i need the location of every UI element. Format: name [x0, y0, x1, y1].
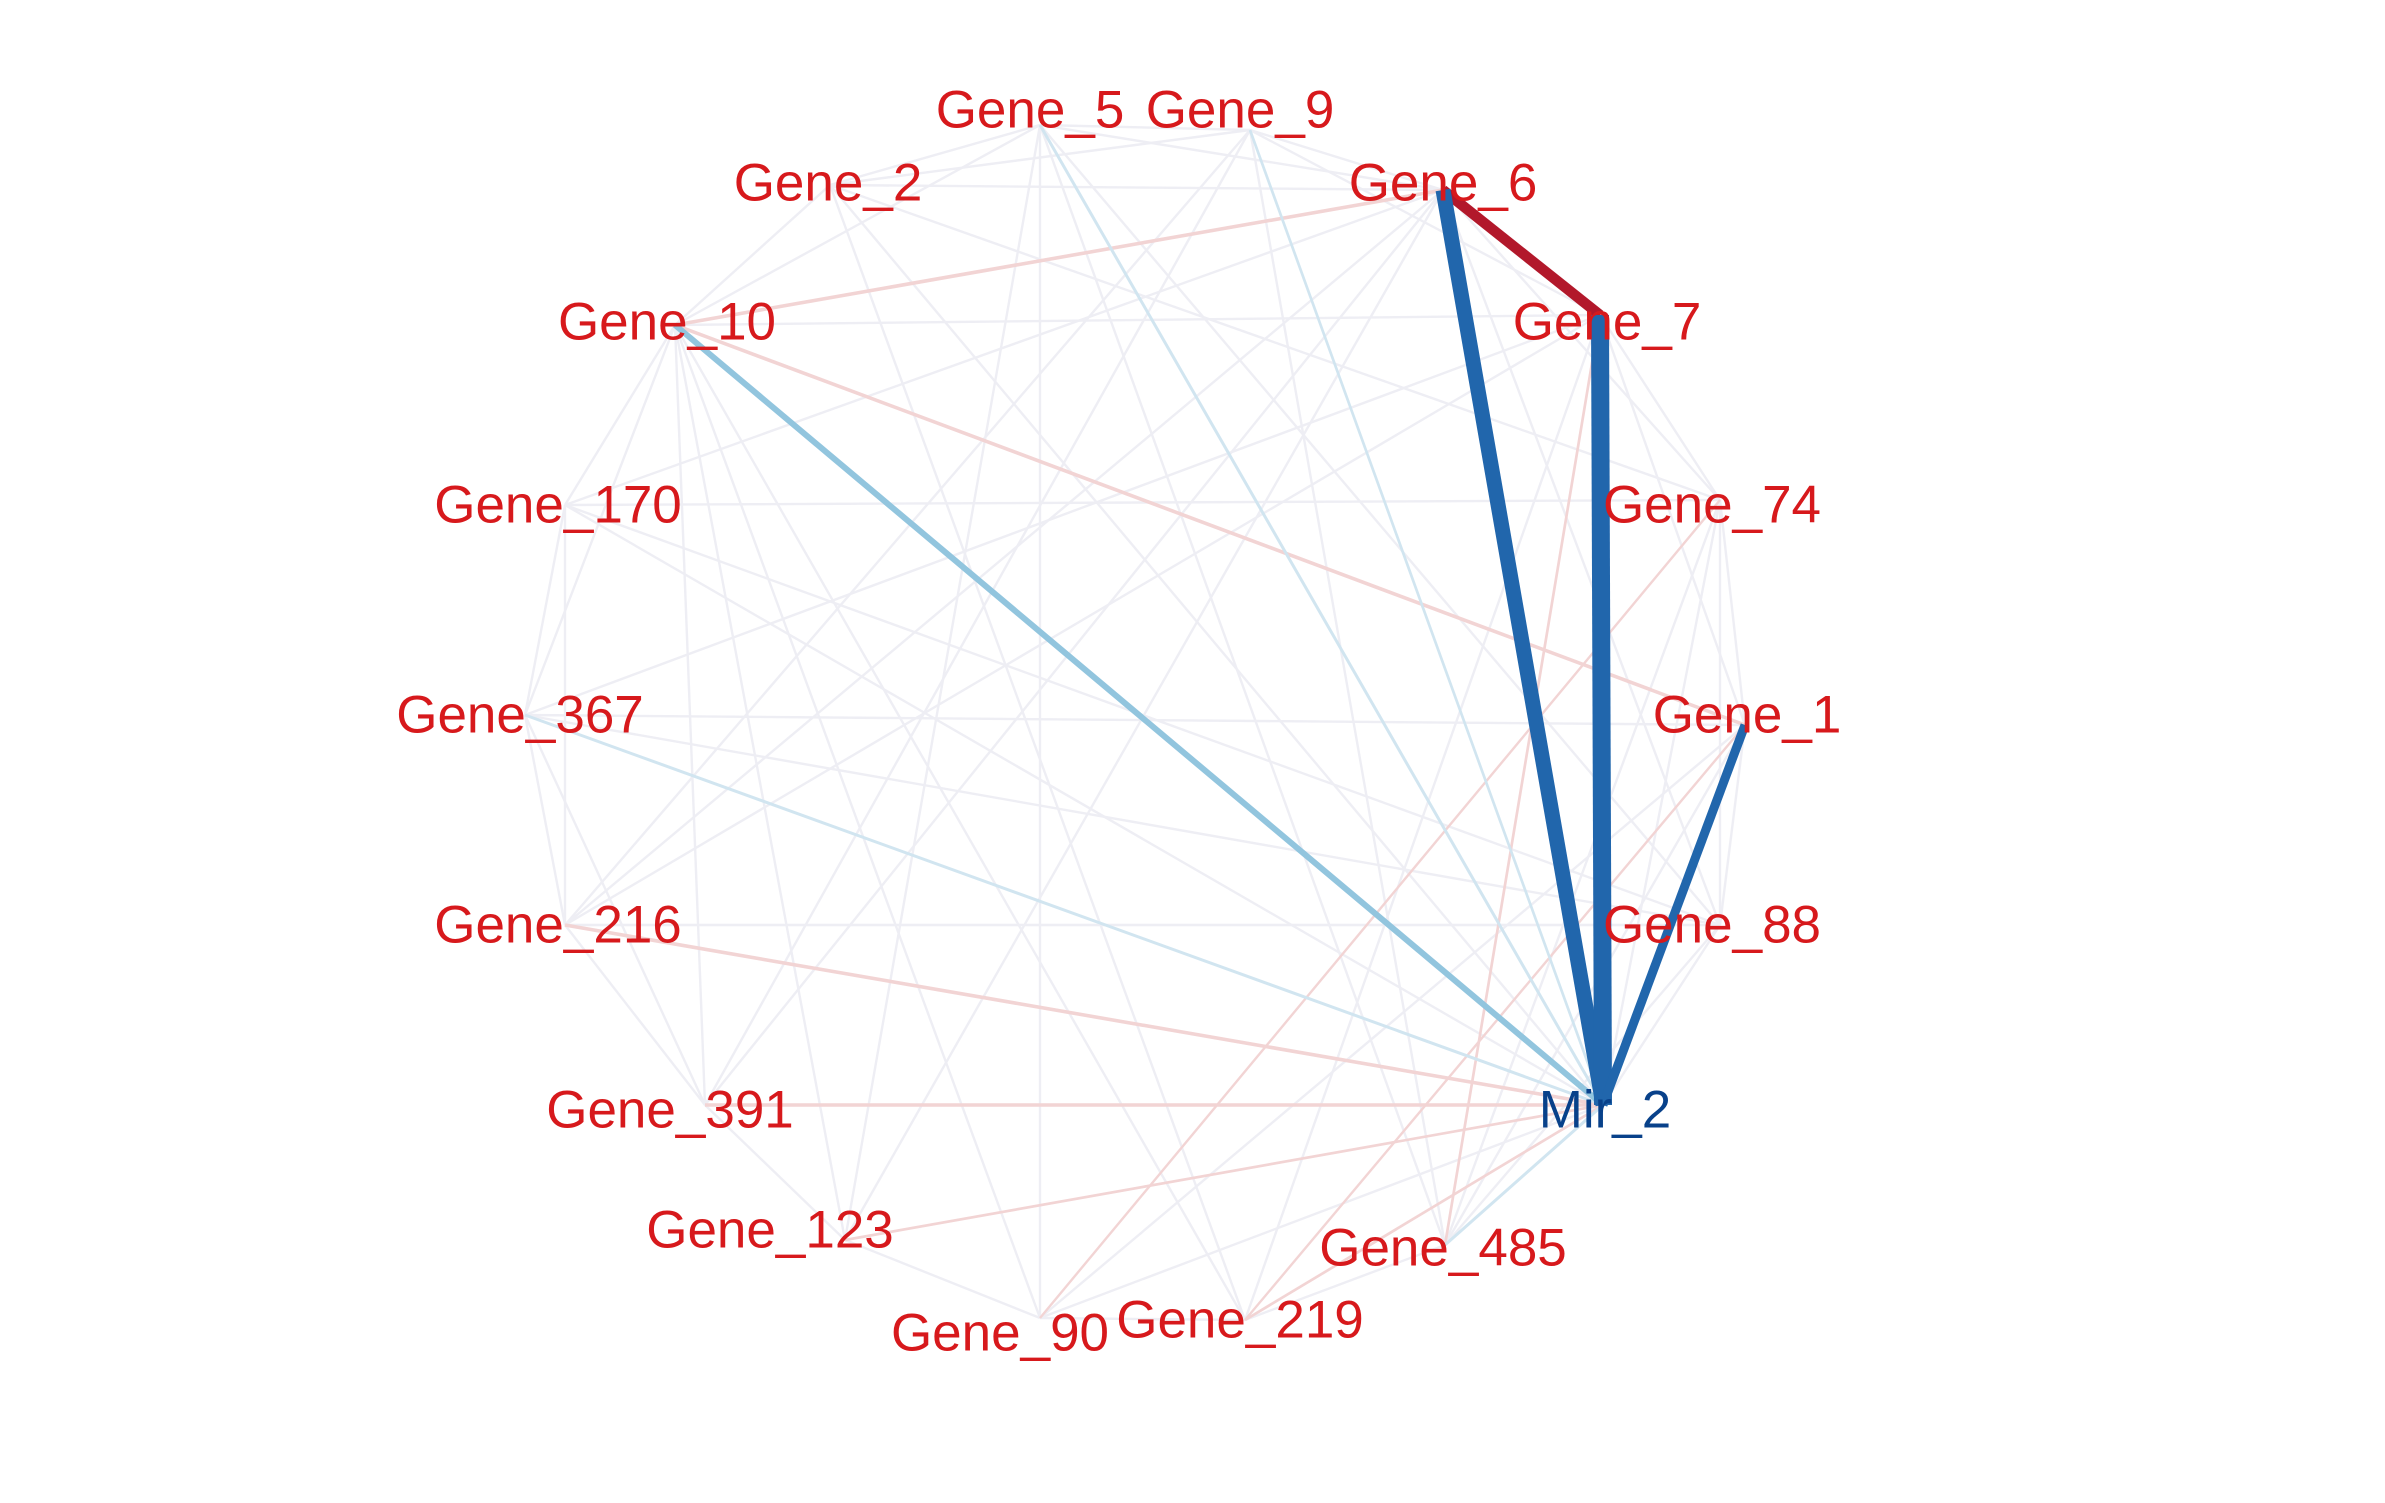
edge-gene-5-gene-6: [1039, 123, 1444, 192]
edge-gene-90-gene-123: [844, 1238, 1041, 1320]
edge-gene-6-gene-216: [564, 189, 1444, 926]
edge-gene-74-gene-485: [1443, 499, 1722, 1246]
node-label-gene-7[interactable]: Gene_7: [1513, 293, 1702, 352]
edge-gene-367-mir-2: [524, 713, 1604, 1107]
edge-gene-2-gene-6: [829, 183, 1444, 192]
edge-gene-6-gene-7: [1439, 185, 1604, 320]
edge-gene-219-mir-2: [1244, 1103, 1604, 1322]
edge-gene-170-gene-10: [563, 324, 677, 506]
node-label-gene-74[interactable]: Gene_74: [1603, 476, 1821, 535]
edge-gene-10-gene-1: [674, 323, 1746, 727]
edge-gene-74-mir-2: [1601, 499, 1722, 1106]
node-label-mir-2[interactable]: Mir_2: [1539, 1081, 1672, 1140]
edge-gene-123-mir-2: [844, 1103, 1604, 1242]
edge-gene-2-mir-2: [829, 184, 1604, 1106]
edge-gene-1-gene-367: [524, 713, 1746, 727]
edge-gene-74-gene-170: [564, 498, 1721, 507]
edge-gene-367-gene-170: [523, 504, 567, 716]
edge-gene-6-mir-2: [1435, 188, 1611, 1107]
node-label-gene-1[interactable]: Gene_1: [1653, 686, 1842, 745]
edge-gene-9-gene-6: [1249, 128, 1444, 192]
edge-gene-219-gene-10: [673, 324, 1247, 1321]
edge-gene-10-gene-391: [673, 324, 707, 1106]
edge-gene-123-gene-10: [673, 324, 847, 1241]
edge-gene-5-mir-2: [1038, 124, 1605, 1106]
edge-gene-391-gene-216: [564, 924, 706, 1106]
edge-gene-7-gene-216: [564, 313, 1601, 927]
node-label-gene-5[interactable]: Gene_5: [936, 81, 1125, 140]
edge-gene-367-gene-10: [523, 324, 677, 716]
edge-gene-485-gene-7: [1443, 314, 1602, 1246]
edge-gene-9-gene-216: [564, 129, 1251, 926]
edge-gene-7-gene-10: [674, 313, 1601, 327]
node-label-gene-90[interactable]: Gene_90: [891, 1304, 1109, 1363]
edge-gene-2-gene-219: [828, 184, 1247, 1321]
node-label-gene-9[interactable]: Gene_9: [1146, 81, 1335, 140]
node-label-gene-88[interactable]: Gene_88: [1603, 896, 1821, 955]
edge-gene-391-gene-367: [523, 714, 707, 1106]
node-label-gene-219[interactable]: Gene_219: [1116, 1291, 1364, 1350]
edge-gene-9-gene-485: [1248, 129, 1447, 1246]
node-label-gene-6[interactable]: Gene_6: [1349, 154, 1538, 213]
node-label-gene-10[interactable]: Gene_10: [558, 293, 776, 352]
edge-gene-216-mir-2: [564, 923, 1604, 1107]
edge-gene-90-gene-10: [673, 324, 1042, 1319]
edge-gene-170-gene-6: [564, 188, 1444, 507]
edge-gene-5-gene-2: [829, 123, 1041, 187]
edge-gene-7-mir-2: [1591, 314, 1612, 1106]
edge-gene-10-mir-2: [673, 322, 1605, 1108]
edge-gene-74-gene-2: [829, 183, 1721, 502]
edge-gene-6-gene-88: [1441, 189, 1722, 926]
edge-gene-1-gene-90: [1039, 724, 1746, 1319]
edge-gene-219-gene-90: [1039, 1316, 1246, 1322]
edge-gene-6-gene-74: [1442, 189, 1721, 501]
edge-gene-219-gene-1: [1244, 724, 1746, 1321]
node-label-gene-216[interactable]: Gene_216: [434, 896, 682, 955]
edge-gene-485-mir-2: [1444, 1103, 1604, 1247]
edge-gene-170-mir-2: [564, 503, 1604, 1107]
edge-gene-367-gene-88: [524, 713, 1721, 927]
edge-gene-88-mir-2: [1601, 924, 1722, 1106]
edge-gene-5-gene-485: [1038, 124, 1447, 1246]
edge-gene-90-mir-2: [1039, 1103, 1604, 1320]
edge-gene-216-gene-367: [523, 714, 567, 926]
edge-gene-9-mir-2: [1248, 129, 1605, 1106]
edge-gene-1-mir-2: [1598, 723, 1750, 1107]
node-label-gene-170[interactable]: Gene_170: [434, 476, 682, 535]
edge-gene-10-gene-2: [674, 184, 831, 326]
edge-gene-74-gene-1: [1718, 499, 1747, 726]
edge-gene-485-gene-219: [1244, 1243, 1446, 1322]
node-label-gene-367[interactable]: Gene_367: [396, 686, 644, 745]
edge-gene-5-gene-10: [674, 123, 1041, 327]
edge-gene-5-gene-9: [1039, 123, 1251, 132]
edge-gene-1-gene-88: [1718, 724, 1747, 926]
edge-gene-123-gene-391: [704, 1104, 846, 1241]
node-label-gene-2[interactable]: Gene_2: [734, 154, 923, 213]
edge-gene-7-gene-74: [1598, 314, 1722, 501]
edge-gene-2-gene-9: [829, 128, 1251, 187]
edge-gene-10-gene-6: [674, 188, 1444, 327]
edge-layer: [523, 123, 1750, 1322]
node-label-gene-391[interactable]: Gene_391: [546, 1081, 794, 1140]
node-label-gene-123[interactable]: Gene_123: [646, 1201, 894, 1260]
edge-gene-7-gene-367: [524, 313, 1601, 717]
node-label-gene-485[interactable]: Gene_485: [1319, 1219, 1567, 1278]
edge-gene-6-gene-391: [704, 189, 1444, 1106]
